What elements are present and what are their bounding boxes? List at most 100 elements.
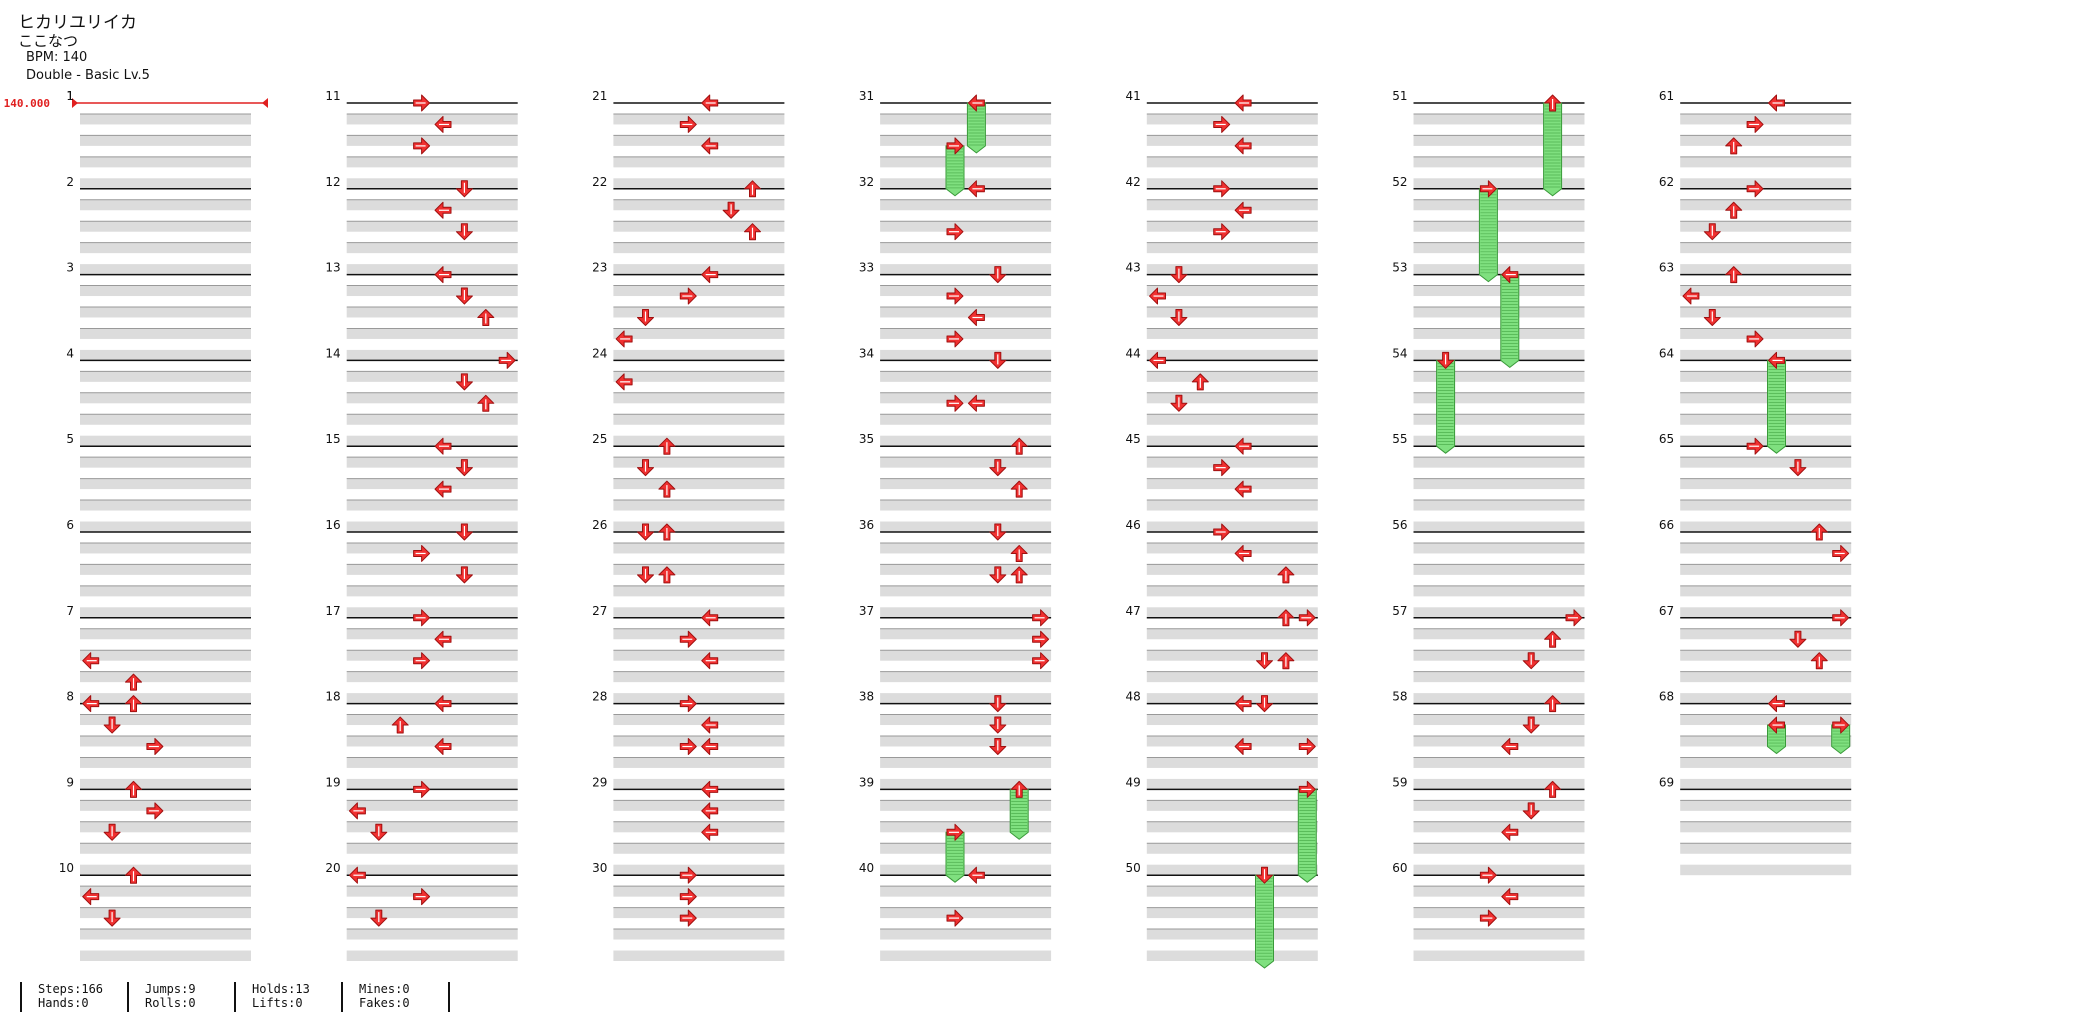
measure-number: 66 (1659, 518, 1674, 532)
arrow-right-icon (1832, 609, 1850, 627)
fakes-stat: Fakes:0 (359, 996, 410, 1010)
beat-band (1680, 821, 1852, 833)
measure-number: 52 (1392, 175, 1407, 189)
beat-band (1146, 714, 1318, 726)
measure-number: 6 (66, 518, 74, 532)
measure-grid: 1234567891011121314151617181920212223242… (59, 89, 1852, 961)
beat-band (80, 950, 251, 961)
beat-band (80, 156, 251, 168)
beat-band (80, 714, 251, 726)
beat-band (1413, 457, 1585, 468)
beat-band (1146, 907, 1318, 919)
arrow-right-icon (146, 738, 164, 755)
beat-band (80, 800, 251, 811)
measure-number: 45 (1126, 432, 1141, 446)
measure-number: 43 (1126, 261, 1141, 275)
beat-band (1680, 564, 1852, 575)
arrow-up-icon (658, 437, 676, 455)
difficulty-label: Double - Basic Lv.5 (26, 68, 150, 83)
beat-band (1680, 457, 1852, 468)
beat-band (613, 264, 785, 275)
beat-band (880, 757, 1052, 768)
beat-band (1680, 135, 1852, 146)
arrow-down-icon (637, 309, 654, 326)
hold-note (1478, 188, 1498, 283)
beat-band (1680, 156, 1852, 168)
beat-band (880, 435, 1052, 447)
beat-band (1413, 843, 1585, 854)
arrow-down-icon (989, 459, 1007, 477)
beat-band (80, 607, 251, 618)
beat-band (1146, 843, 1318, 854)
beat-band (80, 500, 251, 511)
arrow-right-icon (413, 609, 431, 627)
arrow-down-icon (1703, 223, 1721, 241)
measure-number: 10 (59, 861, 74, 875)
arrow-down-icon (989, 351, 1007, 369)
beat-band (80, 821, 251, 833)
arrow-up-icon (1277, 652, 1295, 670)
beat-band (1680, 542, 1852, 554)
beat-band (80, 585, 251, 597)
beat-band (1413, 307, 1585, 318)
arrow-left-icon (1234, 201, 1252, 219)
measure-number: 12 (325, 175, 340, 189)
measure-number: 13 (325, 261, 340, 275)
beat-band (613, 929, 785, 940)
beat-band (1146, 328, 1318, 339)
arrow-left-icon (434, 480, 452, 498)
beat-band (1146, 821, 1318, 833)
arrow-up-icon (1277, 609, 1295, 627)
beat-band (1146, 757, 1318, 768)
beat-band (346, 113, 518, 125)
stats-group: Jumps:9 Rolls:0 (127, 982, 234, 1012)
arrow-down-icon (103, 909, 121, 927)
beat-band (1680, 435, 1852, 447)
beat-band (1413, 607, 1585, 618)
arrow-left-icon (1234, 544, 1252, 562)
hold-layer (945, 102, 1851, 969)
beat-band (613, 371, 785, 382)
beat-band (613, 736, 785, 747)
measure-number: 59 (1392, 775, 1407, 789)
beat-band (613, 864, 785, 876)
arrow-left-icon (1768, 716, 1785, 734)
arrow-left-icon (1234, 437, 1252, 455)
beat-band (1413, 521, 1585, 532)
arrow-right-icon (946, 394, 964, 412)
beat-band (1680, 650, 1852, 661)
beat-band (1680, 478, 1852, 490)
beat-band (346, 521, 518, 532)
hold-body (1436, 359, 1456, 454)
hold-note (1831, 724, 1851, 755)
arrow-down-icon (455, 180, 473, 198)
beat-band (880, 349, 1052, 361)
beat-band (80, 864, 251, 876)
arrow-left-icon (615, 330, 633, 348)
beat-band (613, 607, 785, 618)
arrow-up-icon (1810, 523, 1828, 541)
arrow-left-icon (1682, 287, 1700, 305)
bpm-label: BPM: 140 (26, 50, 88, 65)
beat-band (346, 929, 518, 940)
hold-note (1767, 359, 1786, 454)
beat-band (346, 307, 518, 318)
arrow-up-icon (1277, 566, 1295, 584)
arrow-down-icon (1170, 266, 1188, 284)
beat-band (880, 607, 1052, 618)
measure-number: 17 (325, 604, 340, 618)
beat-band (613, 500, 785, 511)
lifts-stat: Lifts:0 (252, 996, 303, 1010)
beat-band (613, 757, 785, 768)
arrow-left-icon (967, 866, 985, 884)
beat-band (346, 736, 518, 747)
beat-band (1680, 757, 1852, 768)
beat-band (80, 478, 251, 490)
beat-band (1413, 907, 1585, 919)
arrow-down-icon (1789, 459, 1807, 477)
arrow-right-icon (679, 695, 697, 713)
arrow-right-icon (679, 630, 697, 648)
hold-body (1297, 788, 1317, 883)
beat-band (1146, 950, 1318, 961)
measure-number: 38 (859, 690, 874, 704)
